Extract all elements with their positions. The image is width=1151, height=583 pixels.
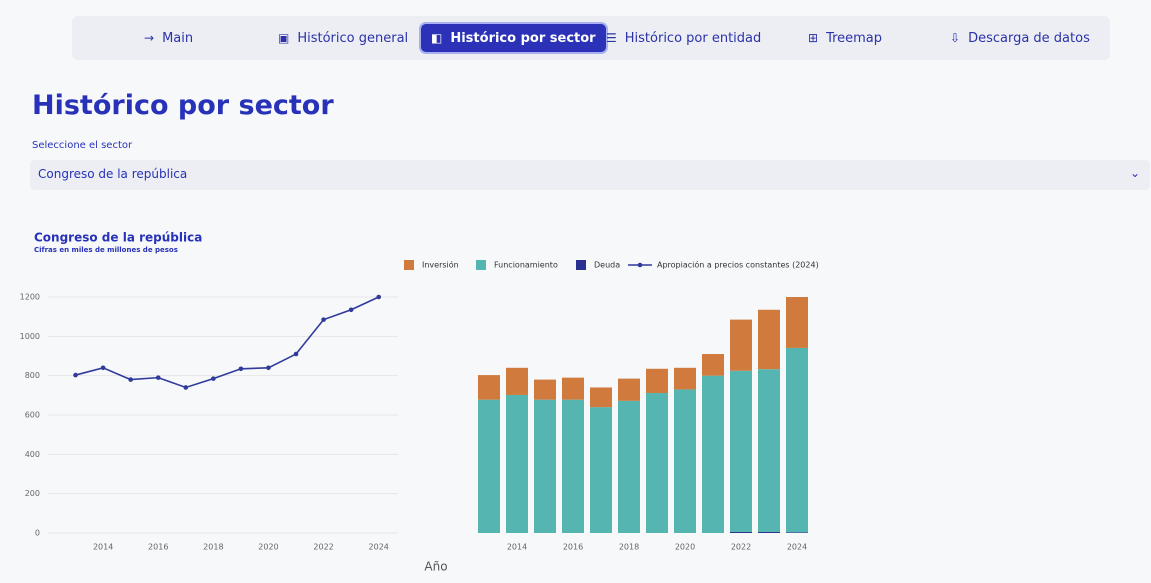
nav-item[interactable]: ⊞ Treemap xyxy=(808,31,883,46)
bar-segment xyxy=(506,394,528,533)
x-tick-label: 2014 xyxy=(93,543,113,552)
bar-segment xyxy=(618,400,640,533)
chevron: ⌄ xyxy=(1129,166,1140,180)
y-tick-label: 400 xyxy=(25,450,40,459)
bar-segment xyxy=(702,375,724,533)
legend-label: Apropiación a precios constantes (2024) xyxy=(657,260,819,270)
y-tick-label: 0 xyxy=(35,529,40,538)
bar-segment xyxy=(590,387,612,408)
nav-item[interactable]: → Main xyxy=(144,31,194,46)
nav-item-active[interactable]: ◧ Histórico por sector xyxy=(421,24,606,52)
y-tick-label: 200 xyxy=(25,489,40,498)
x-tick-label: 2018 xyxy=(203,543,223,552)
bar-segment xyxy=(506,367,528,395)
legend-swatch xyxy=(404,260,414,270)
bar-segment xyxy=(758,309,780,370)
bar-segment xyxy=(646,392,668,533)
bar-segment xyxy=(674,367,696,390)
x-tick-label: 2020 xyxy=(675,543,695,552)
bar-segment xyxy=(730,532,752,533)
chart-title: Congreso de la república xyxy=(34,231,202,245)
legend-label: Inversión xyxy=(422,260,459,270)
line-marker xyxy=(266,365,271,371)
bar-segment xyxy=(562,377,584,400)
chart-subtitle: Cifras en miles de millones de pesos xyxy=(34,246,178,254)
x-tick-label: 2024 xyxy=(787,543,807,552)
line-marker xyxy=(155,375,161,380)
y-tick-label: 800 xyxy=(25,371,40,380)
legend-label: Funcionamiento xyxy=(494,261,558,270)
nav-item[interactable]: ☰ Histórico por entidad xyxy=(606,31,762,46)
legend-swatch xyxy=(576,260,586,270)
bar-segment xyxy=(478,375,500,400)
x-tick-label: 2020 xyxy=(258,543,278,552)
y-tick-label: 1000 xyxy=(20,332,40,341)
x-tick-label: 2016 xyxy=(148,543,168,552)
bar-segment xyxy=(786,532,808,533)
line-marker xyxy=(183,385,189,390)
nav-item[interactable]: ⇩ Descarga de datos xyxy=(950,31,1090,46)
bar-segment xyxy=(702,354,724,376)
bar-segment xyxy=(674,389,696,533)
line-marker xyxy=(211,376,216,381)
x-tick-label: 2014 xyxy=(507,543,527,552)
line-marker xyxy=(376,294,382,300)
line-marker xyxy=(293,351,299,357)
line-marker xyxy=(128,377,133,382)
bar-segment xyxy=(786,347,808,533)
x-tick-label: 2022 xyxy=(313,543,333,552)
bar-segment xyxy=(646,368,668,393)
bar-segment xyxy=(758,532,780,533)
nav-item[interactable]: ▣ Histórico general xyxy=(278,31,409,46)
legend-marker xyxy=(637,262,643,268)
bar-segment xyxy=(730,319,752,371)
select[interactable]: Congreso de la república ⌄ xyxy=(30,160,1150,190)
bar-segment xyxy=(618,378,640,401)
line-marker xyxy=(321,317,326,322)
bar-segment xyxy=(534,379,556,400)
x-axis-label: Año xyxy=(424,560,447,574)
line-marker xyxy=(100,365,106,371)
x-tick-label: 2024 xyxy=(369,543,389,552)
y-tick-label: 600 xyxy=(25,411,40,420)
x-tick-label: 2022 xyxy=(731,543,751,552)
bar-segment xyxy=(562,399,584,533)
line-marker xyxy=(348,307,354,313)
bar-segment xyxy=(478,399,500,533)
y-tick-label: 1200 xyxy=(20,293,40,302)
x-tick-label: 2016 xyxy=(563,543,583,552)
nav-bar: → Main ▣ Histórico general ◧ Histórico por … xyxy=(72,16,1110,60)
bar-segment xyxy=(758,369,780,533)
line-marker xyxy=(73,372,78,378)
line-marker xyxy=(238,366,244,372)
bar-segment xyxy=(786,297,808,348)
select-label: Seleccione el sector xyxy=(32,140,133,151)
select-value: Congreso de la república xyxy=(38,167,188,181)
line xyxy=(75,296,380,389)
bar-segment xyxy=(730,370,752,533)
bar-segment xyxy=(590,407,612,533)
legend-label: Deuda xyxy=(594,261,620,270)
legend-swatch xyxy=(476,260,486,270)
page-title: Histórico por sector xyxy=(32,90,334,121)
bar-segment xyxy=(534,399,556,533)
x-tick-label: 2018 xyxy=(619,543,639,552)
